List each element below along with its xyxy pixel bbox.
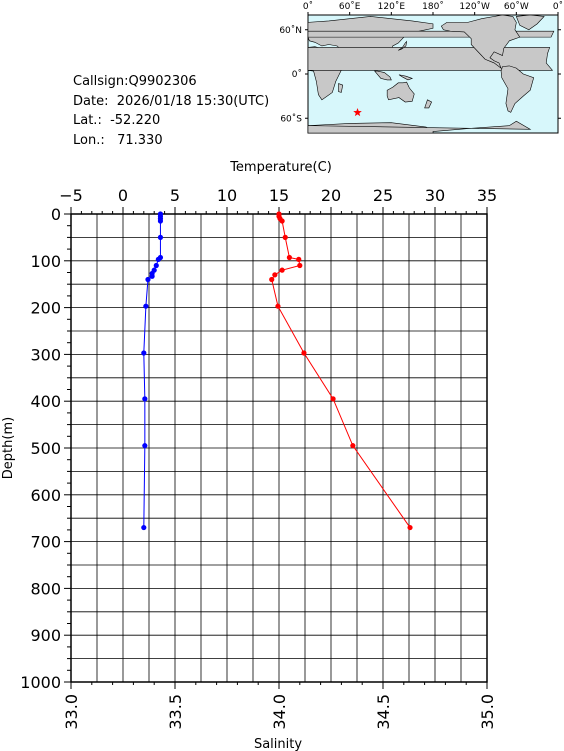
temperature-point [350, 443, 356, 449]
salinity-point [145, 276, 151, 283]
temperature-point [275, 303, 281, 309]
world-map: 0˚ 60˚E 120˚E 180˚ 120˚W 60˚W 0˚ 60˚N 0˚ 60˚S [279, 1, 563, 134]
land-shape [307, 120, 532, 134]
salinity-tick-label: 33.5 [166, 694, 185, 730]
depth-axis-label: Depth(m) [1, 417, 16, 479]
map-lon-label: 0˚ [303, 1, 313, 12]
depth-tick-label: 900 [30, 626, 61, 645]
map-lon-label: 180˚ [422, 1, 444, 12]
salinity-point [155, 256, 161, 262]
latitude-label: Lat.: -52.220 [73, 113, 161, 128]
salinity-tick-label: 34.0 [270, 694, 289, 730]
temperature-point [282, 234, 288, 240]
temperature-point [286, 254, 292, 261]
salinity-point [157, 218, 164, 224]
depth-tick-labels: 0 100 200 300 400 500 600 700 800 900 1000 [20, 205, 61, 692]
temperature-point [269, 276, 275, 283]
map-land [307, 14, 555, 134]
station-info: Callsign:Q9902306 Date: 2026/01/18 15:30… [73, 72, 269, 150]
map-lat-labels: 60˚N 0˚ 60˚S [279, 25, 302, 125]
data-series [141, 211, 413, 531]
land-shape [386, 81, 415, 103]
depth-tick-label: 100 [30, 252, 61, 271]
depth-tick-label: 600 [30, 486, 61, 505]
temperature-point [407, 524, 413, 531]
depth-tick-label: 800 [30, 579, 61, 598]
temperature-tick-label: 5 [170, 186, 180, 205]
temperature-tick-label: 0 [118, 186, 128, 205]
temperature-point [296, 256, 302, 262]
salinity-tick-label: 34.5 [374, 694, 393, 730]
salinity-point [149, 273, 155, 279]
map-lon-label: 60˚W [504, 1, 529, 12]
land-shape [398, 74, 414, 81]
salinity-tick-labels: 33.0 33.5 34.0 34.5 35.0 [62, 694, 497, 730]
temperature-tick-label: 25 [373, 186, 393, 205]
salinity-point [157, 234, 164, 240]
station-marker-icon [353, 108, 362, 117]
longitude-label: Lon.: 71.330 [73, 132, 163, 148]
temperature-point [272, 272, 278, 278]
map-lon-label: 120˚W [459, 1, 490, 12]
salinity-point [142, 396, 148, 402]
salinity-axis-label: Salinity [254, 737, 302, 751]
temperature-tick-label: 20 [321, 186, 341, 205]
map-lat-label: 60˚N [279, 25, 302, 36]
depth-tick-label: 700 [30, 533, 61, 552]
map-lon-label: 120˚E [378, 1, 406, 12]
map-lon-labels: 0˚ 60˚E 120˚E 180˚ 120˚W 60˚W 0˚ [303, 1, 563, 12]
land-shape [515, 14, 545, 31]
map-lat-label: 60˚S [280, 113, 302, 124]
map-grid [305, 12, 561, 119]
salinity-point [153, 262, 159, 269]
temperature-point [279, 218, 285, 224]
temperature-tick-label: 15 [269, 186, 289, 205]
land-shape [424, 99, 433, 109]
date-label: Date: 2026/01/18 15:30(UTC) [73, 93, 270, 109]
depth-tick-label: 200 [30, 299, 61, 318]
land-shape [338, 83, 344, 93]
temperature-tick-labels: −5 0 5 10 15 20 25 30 35 [59, 186, 497, 205]
map-lon-label: 60˚E [339, 1, 361, 12]
land-shape [398, 40, 408, 51]
temperature-tick-label: 10 [217, 186, 237, 205]
temperature-axis-label: Temperature(C) [229, 160, 332, 175]
salinity-point [141, 524, 147, 531]
temperature-tick-label: 30 [425, 186, 445, 205]
map-lon-label: 0˚ [553, 1, 563, 12]
salinity-tick-label: 33.0 [62, 694, 81, 730]
salinity-point [141, 350, 147, 356]
depth-tick-label: 500 [30, 439, 61, 458]
callsign-label: Callsign:Q9902306 [73, 74, 197, 89]
salinity-tick-label: 35.0 [478, 694, 497, 730]
depth-tick-label: 0 [51, 205, 61, 224]
map-lat-label: 0˚ [292, 69, 302, 80]
depth-tick-label: 300 [30, 345, 61, 364]
salinity-point [142, 443, 148, 449]
temperature-point [330, 396, 336, 402]
temperature-tick-label: −5 [59, 186, 83, 205]
salinity-point [143, 303, 149, 309]
land-shape [440, 14, 521, 69]
chart-grid [70, 213, 488, 683]
land-shape [374, 70, 392, 81]
depth-tick-label: 400 [30, 392, 61, 411]
temperature-point [301, 350, 307, 356]
depth-tick-label: 1000 [20, 673, 61, 692]
temperature-tick-label: 35 [477, 186, 497, 205]
land-shape [500, 65, 535, 113]
temperature-point [279, 267, 285, 273]
temperature-point [297, 262, 303, 269]
